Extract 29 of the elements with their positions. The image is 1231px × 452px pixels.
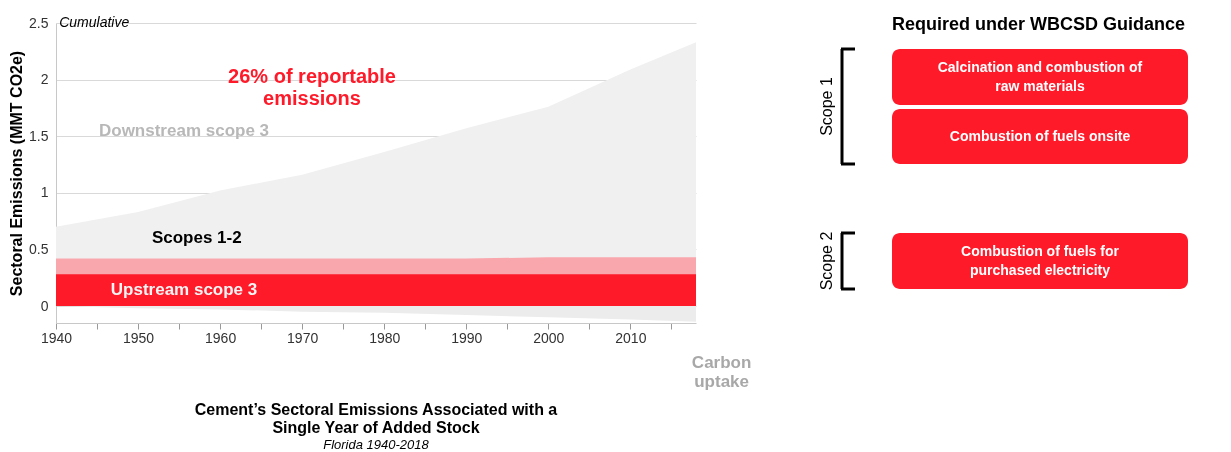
y-tick-label: 1.5 [29, 127, 49, 144]
series-label: Upstream scope 3 [110, 280, 258, 300]
text: Cement’s Sectoral Emissions Associated with a Single Year of Added Stock [194, 400, 558, 436]
x-tick-label: 1980 [369, 329, 401, 346]
text: Downstream scope 3 [98, 120, 270, 140]
y-tick-label: 0 [40, 297, 49, 314]
annotation: 26% of reportable emissions [228, 65, 396, 110]
x-tick-label: 1960 [205, 329, 237, 346]
text: Combustion of fuels for purchased electricity [961, 242, 1120, 278]
text: Combustion of fuels onsite [949, 127, 1131, 144]
x-tick-label: 2000 [533, 329, 565, 346]
y-tick-label: 1 [40, 184, 49, 201]
y-axis-title: Sectoral Emissions (MMT CO2e) [8, 50, 26, 297]
series-label: Scopes 1-2 [151, 228, 242, 248]
y-tick-label: 2.5 [29, 14, 49, 31]
x-tick-label: 1970 [287, 329, 319, 346]
text: Calcination and combustion of raw materials [937, 58, 1143, 94]
x-tick-label: 1990 [451, 329, 483, 346]
x-tick-label: 1940 [40, 329, 73, 346]
x-tick-label: 2010 [615, 329, 647, 346]
text: Scope 2 [818, 231, 835, 291]
series-label: Carbon uptake [691, 352, 752, 391]
text: Florida 1940-2018 [323, 436, 430, 452]
y-tick-label: 0.5 [29, 240, 49, 257]
x-tick-label: 1950 [122, 329, 155, 346]
text: Scope 1 [818, 77, 835, 136]
annotation: Cumulative [59, 14, 130, 30]
y-tick-label: 2 [40, 71, 49, 88]
text: Required under WBCSD Guidance [891, 14, 1185, 34]
